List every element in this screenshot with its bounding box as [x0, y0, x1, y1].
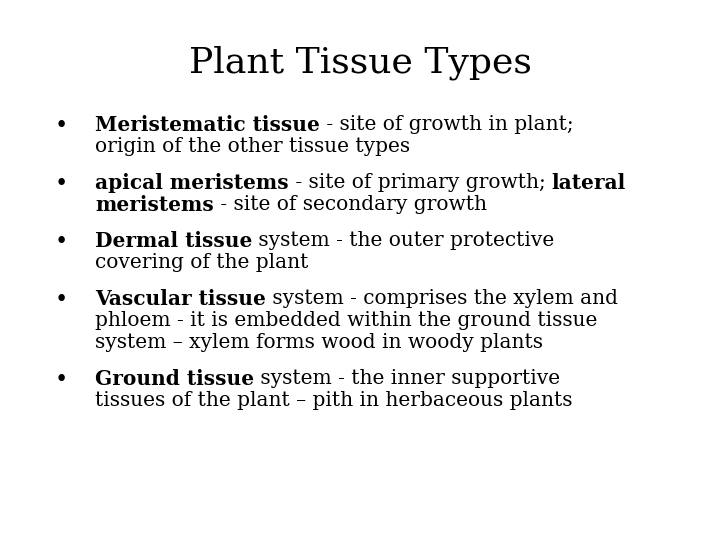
- Text: •: •: [55, 369, 68, 391]
- Text: meristems: meristems: [95, 195, 214, 215]
- Text: - site of primary growth;: - site of primary growth;: [289, 173, 552, 192]
- Text: Meristematic tissue: Meristematic tissue: [95, 115, 320, 135]
- Text: system - the outer protective: system - the outer protective: [253, 231, 554, 250]
- Text: Plant Tissue Types: Plant Tissue Types: [189, 45, 531, 79]
- Text: lateral: lateral: [552, 173, 626, 193]
- Text: system - the inner supportive: system - the inner supportive: [254, 369, 560, 388]
- Text: system – xylem forms wood in woody plants: system – xylem forms wood in woody plant…: [95, 333, 543, 352]
- Text: system - comprises the xylem and: system - comprises the xylem and: [266, 289, 618, 308]
- Text: phloem - it is embedded within the ground tissue: phloem - it is embedded within the groun…: [95, 311, 598, 330]
- Text: Dermal tissue: Dermal tissue: [95, 231, 253, 251]
- Text: apical meristems: apical meristems: [95, 173, 289, 193]
- Text: - site of growth in plant;: - site of growth in plant;: [320, 115, 574, 134]
- Text: origin of the other tissue types: origin of the other tissue types: [95, 137, 410, 156]
- Text: - site of secondary growth: - site of secondary growth: [214, 195, 487, 214]
- Text: Vascular tissue: Vascular tissue: [95, 289, 266, 309]
- Text: •: •: [55, 115, 68, 137]
- Text: Ground tissue: Ground tissue: [95, 369, 254, 389]
- Text: covering of the plant: covering of the plant: [95, 253, 308, 272]
- Text: •: •: [55, 231, 68, 253]
- Text: •: •: [55, 173, 68, 195]
- Text: •: •: [55, 289, 68, 311]
- Text: tissues of the plant – pith in herbaceous plants: tissues of the plant – pith in herbaceou…: [95, 391, 572, 410]
